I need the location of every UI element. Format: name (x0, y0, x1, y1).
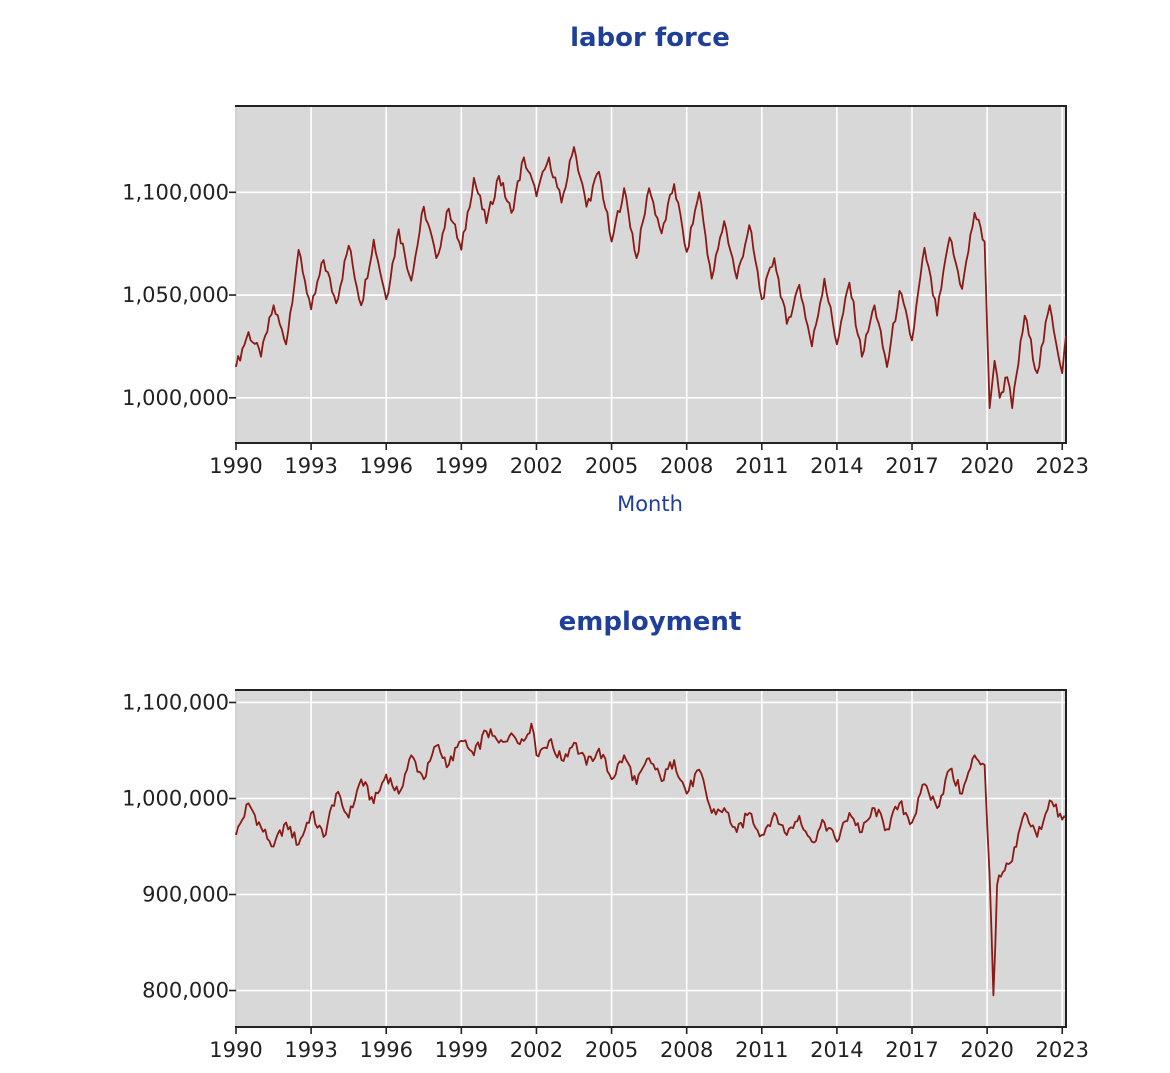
x-tick-label: 1990 (209, 454, 262, 478)
x-tick-label: 2017 (885, 454, 938, 478)
y-tick-label: 1,100,000 (122, 180, 229, 204)
x-tick-label: 1990 (209, 1038, 262, 1062)
x-tick-label: 2014 (810, 454, 863, 478)
x-tick-label: 2023 (1036, 1038, 1089, 1062)
x-tick-label: 2023 (1036, 454, 1089, 478)
x-tick-label: 2011 (735, 1038, 788, 1062)
x-tick-label: 1996 (359, 454, 412, 478)
x-tick-label: 2002 (510, 1038, 563, 1062)
x-tick-label: 1993 (284, 454, 337, 478)
grid (235, 107, 1065, 442)
x-tick-label: 2008 (660, 1038, 713, 1062)
x-tick-label: 1993 (284, 1038, 337, 1062)
x-tick-label: 1999 (435, 1038, 488, 1062)
employment-series-line (235, 722, 1067, 997)
y-tick-label: 1,000,000 (122, 386, 229, 410)
grid (235, 691, 1065, 1026)
y-tick-label: 1,050,000 (122, 283, 229, 307)
x-tick-label: 2020 (960, 1038, 1013, 1062)
plot-area (235, 105, 1067, 444)
labor-force-chart: labor force 1990 1993 1996 1999 2002 2005 2008… (122, 23, 1089, 516)
y-tick-label: 800,000 (142, 979, 229, 1003)
x-tick-label: 1996 (359, 1038, 412, 1062)
x-tick-label: 2017 (885, 1038, 938, 1062)
y-tick-label: 1,100,000 (122, 690, 229, 714)
employment-chart: employment 1990 1993 1996 1999 2002 2005 2008 2… (122, 607, 1089, 1062)
axis-ticks: 1990 1993 1996 1999 2002 2005 2008 2011 2014 2017… (122, 690, 1089, 1062)
plot-area (235, 689, 1067, 1028)
x-tick-label: 2020 (960, 454, 1013, 478)
x-tick-label: 2011 (735, 454, 788, 478)
chart-title: labor force (570, 23, 730, 53)
x-axis-title: Month (617, 492, 683, 516)
x-tick-label: 1999 (435, 454, 488, 478)
y-tick-label: 1,000,000 (122, 786, 229, 810)
axis-ticks: 1990 1993 1996 1999 2002 2005 2008 2011 2014 2017… (122, 180, 1089, 478)
labor-force-series-line (235, 146, 1067, 409)
x-tick-label: 2008 (660, 454, 713, 478)
x-tick-label: 2005 (585, 454, 638, 478)
x-tick-label: 2014 (810, 1038, 863, 1062)
y-tick-label: 900,000 (142, 883, 229, 907)
chart-title: employment (559, 607, 742, 637)
x-tick-label: 2005 (585, 1038, 638, 1062)
x-tick-label: 2002 (510, 454, 563, 478)
